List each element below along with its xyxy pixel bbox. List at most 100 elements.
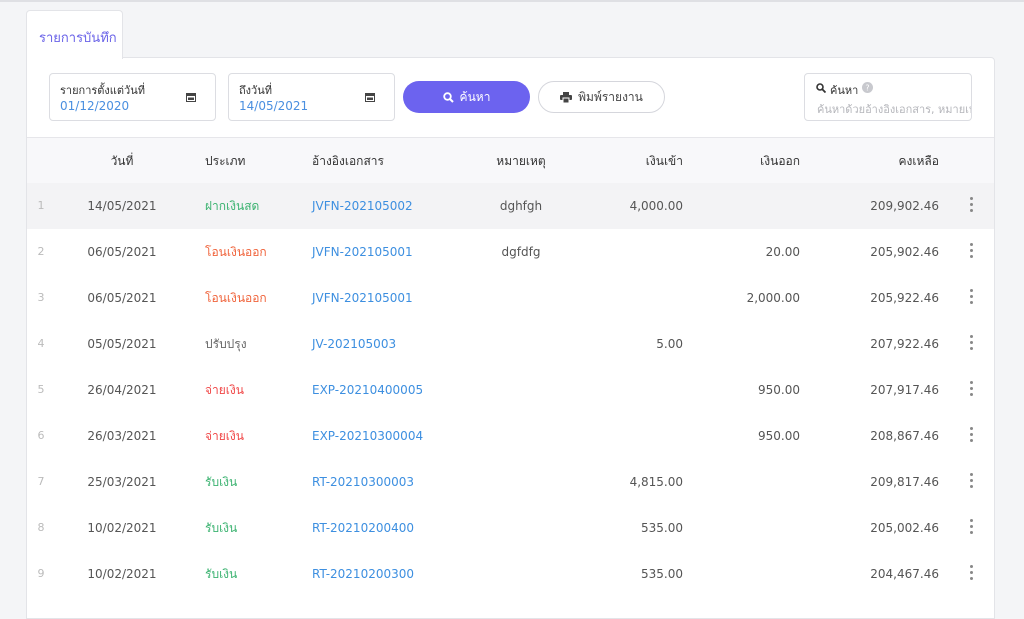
cell-type: รับเงิน	[205, 475, 238, 489]
tab-title: รายการบันทึก	[39, 31, 117, 46]
row-menu[interactable]	[970, 289, 974, 305]
menu-dot	[970, 433, 973, 436]
row-number: 9	[37, 567, 45, 580]
row-menu[interactable]	[970, 473, 974, 489]
calendar-icon	[186, 93, 196, 102]
search-button[interactable]: ค้นหา	[403, 81, 530, 113]
cell-ref: RT-20210200400	[312, 521, 415, 535]
cell-note: dgfdfg	[501, 245, 541, 259]
cell-in: 5.00	[656, 337, 683, 351]
table-header: วันที่ ประเภท อ้างอิงเอกสาร หมายเหตุ เงินเข้…	[27, 137, 994, 185]
cell-type: จ่ายเงิน	[205, 429, 244, 443]
cell-out: 20.00	[765, 245, 800, 259]
top-bar	[0, 0, 1024, 2]
cell-type: จ่ายเงิน	[205, 383, 244, 397]
cell-balance: 207,922.46	[870, 337, 939, 351]
row-number: 4	[37, 337, 45, 350]
row-menu[interactable]	[970, 381, 974, 397]
menu-dot	[970, 295, 973, 298]
row-menu[interactable]	[970, 427, 974, 443]
menu-dot	[970, 197, 973, 200]
menu-dot	[970, 565, 973, 568]
cell-date: 26/03/2021	[87, 429, 157, 443]
cell-type: รับเงิน	[205, 521, 238, 535]
row-number: 6	[37, 429, 45, 442]
menu-dot	[970, 439, 973, 442]
row-menu[interactable]	[970, 565, 974, 581]
menu-dot	[970, 335, 973, 338]
menu-dot	[970, 387, 973, 390]
search-label: ค้นหา	[830, 84, 859, 97]
to-value: 14/05/2021	[239, 99, 309, 113]
cell-balance: 208,867.46	[870, 429, 939, 443]
menu-dot	[970, 249, 973, 252]
menu-dot	[970, 531, 973, 534]
search-icon	[816, 83, 826, 93]
column-header: หมายเหตุ	[496, 154, 546, 168]
table-row[interactable]: 7 25/03/2021 รับเงิน RT-20210300003 4,815.00…	[27, 459, 994, 505]
column-header: ประเภท	[205, 154, 246, 168]
table-row[interactable]: 5 26/04/2021 จ่ายเงิน EXP-20210400005 950.00…	[27, 367, 994, 413]
table-row[interactable]: 3 06/05/2021 โอนเงินออก JVFN-202105001 2,000…	[27, 275, 994, 321]
cell-balance: 205,902.46	[870, 245, 939, 259]
tab[interactable]: รายการบันทึก	[26, 10, 123, 59]
row-number: 8	[37, 521, 45, 534]
cell-in: 535.00	[641, 521, 683, 535]
cell-date: 10/02/2021	[87, 567, 157, 581]
column-header: เงินเข้า	[645, 154, 683, 168]
cell-type: ฝากเงินสด	[205, 199, 260, 213]
row-menu[interactable]	[970, 335, 974, 351]
menu-dot	[970, 393, 973, 396]
cell-in: 535.00	[641, 567, 683, 581]
row-number: 2	[37, 245, 45, 258]
cell-date: 06/05/2021	[87, 291, 157, 305]
menu-dot	[970, 485, 973, 488]
column-header: คงเหลือ	[898, 154, 939, 168]
cell-in: 4,815.00	[629, 475, 683, 489]
table-row[interactable]: 6 26/03/2021 จ่ายเงิน EXP-20210300004 950.00…	[27, 413, 994, 459]
cell-note: dghfgh	[499, 199, 543, 213]
cell-in: 4,000.00	[629, 199, 683, 213]
calendar-icon	[365, 93, 375, 102]
cell-ref: EXP-20210400005	[312, 383, 424, 397]
cell-balance: 205,002.46	[870, 521, 939, 535]
cell-balance: 209,902.46	[870, 199, 939, 213]
column-header: วันที่	[110, 154, 134, 168]
to-label: ถึงวันที่	[239, 84, 272, 97]
to-date-field[interactable]: ถึงวันที่ 14/05/2021	[228, 73, 395, 121]
cell-date: 25/03/2021	[87, 475, 157, 489]
table-row[interactable]: 9 10/02/2021 รับเงิน RT-20210200300 535.00 20…	[27, 551, 994, 597]
cell-date: 14/05/2021	[87, 199, 157, 213]
table-row[interactable]: 1 14/05/2021 ฝากเงินสด JVFN-202105002 dghfgh…	[27, 183, 994, 229]
cell-ref: JVFN-202105002	[312, 199, 413, 213]
help-icon: ?	[862, 82, 873, 93]
cell-date: 10/02/2021	[87, 521, 157, 535]
cell-type: รับเงิน	[205, 567, 238, 581]
search-field[interactable]: ค้นหา ? ค้นหาด้วยอ้างอิงเอกสาร, หมายเหตุ	[804, 73, 972, 121]
row-number: 3	[37, 291, 45, 304]
menu-dot	[970, 301, 973, 304]
cell-ref: RT-20210300003	[312, 475, 415, 489]
print-button[interactable]: พิมพ์รายงาน	[538, 81, 665, 113]
row-menu[interactable]	[970, 519, 974, 535]
table-row[interactable]: 2 06/05/2021 โอนเงินออก JVFN-202105001 dgfdf…	[27, 229, 994, 275]
from-value: 01/12/2020	[60, 99, 130, 113]
menu-dot	[970, 473, 973, 476]
table-row[interactable]: 8 10/02/2021 รับเงิน RT-20210200400 535.00 20…	[27, 505, 994, 551]
from-date-field[interactable]: รายการตั้งแต่วันที่ 01/12/2020	[49, 73, 216, 121]
cell-out: 2,000.00	[746, 291, 800, 305]
row-menu[interactable]	[970, 197, 974, 213]
row-menu[interactable]	[970, 243, 974, 259]
row-number: 5	[37, 383, 45, 396]
cell-ref: JV-202105003	[312, 337, 397, 351]
search-placeholder: ค้นหาด้วยอ้างอิงเอกสาร, หมายเหตุ	[817, 103, 972, 116]
search-icon	[442, 91, 454, 103]
cell-date: 06/05/2021	[87, 245, 157, 259]
table-row[interactable]: 4 05/05/2021 ปรับปรุง JV-202105003 5.00 207,9…	[27, 321, 994, 367]
menu-dot	[970, 479, 973, 482]
cell-out: 950.00	[758, 383, 800, 397]
cell-balance: 205,922.46	[870, 291, 939, 305]
column-header: เงินออก	[760, 154, 800, 168]
print-button-label: พิมพ์รายงาน	[578, 89, 643, 104]
